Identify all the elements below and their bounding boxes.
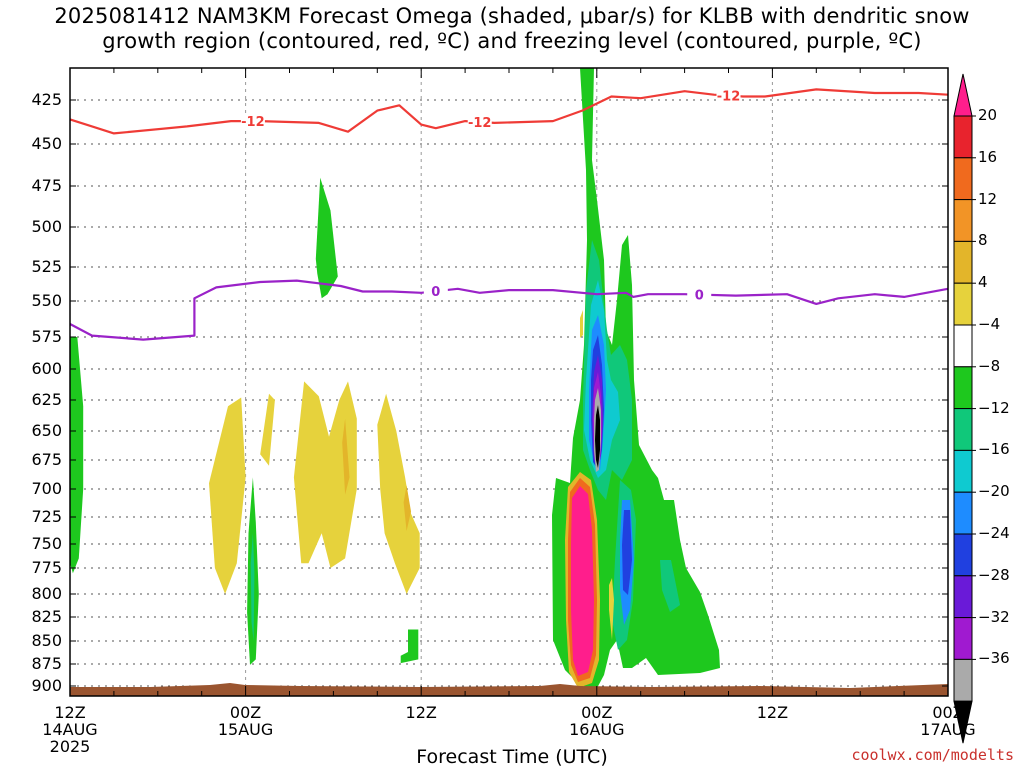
omega-region bbox=[250, 533, 255, 641]
y-tick-label: 750 bbox=[31, 534, 62, 553]
x-tick-label: 00Z 15AUG bbox=[217, 703, 274, 739]
contour-line bbox=[69, 279, 949, 341]
contour-label-bg bbox=[716, 88, 741, 103]
omega-region bbox=[403, 485, 411, 531]
omega-region bbox=[660, 560, 680, 612]
y-tick-label: 775 bbox=[31, 558, 62, 577]
y-tick-label: 425 bbox=[31, 90, 62, 109]
colorbar-segment bbox=[953, 575, 973, 619]
colorbar-tick-label: −32 bbox=[978, 607, 1010, 626]
x-tick-label: 00Z 16AUG bbox=[569, 703, 625, 739]
colorbar-segment bbox=[953, 658, 973, 702]
plot-frame bbox=[69, 67, 949, 697]
y-tick-label: 625 bbox=[31, 390, 62, 409]
colorbar-segment bbox=[953, 617, 973, 660]
y-tick-label: 825 bbox=[31, 607, 62, 626]
x-tick-label: 12Z bbox=[405, 703, 437, 722]
x-tick-label: 12Z bbox=[756, 703, 789, 722]
colorbar-segment bbox=[953, 533, 973, 577]
title-line-1: 2025081412 NAM3KM Forecast Omega (shaded… bbox=[54, 4, 970, 28]
colorbar-tick-label: 8 bbox=[978, 231, 988, 250]
chart-title: 2025081412 NAM3KM Forecast Omega (shaded… bbox=[0, 4, 1024, 54]
y-tick-label: 525 bbox=[31, 257, 62, 276]
colorbar-segment bbox=[953, 240, 973, 284]
colorbar-top-arrow bbox=[953, 73, 973, 117]
colorbar-segment bbox=[953, 491, 973, 535]
y-tick-label: 900 bbox=[31, 676, 62, 695]
colorbar-segment bbox=[953, 157, 973, 201]
omega-region bbox=[400, 629, 419, 664]
contour-label: -12 bbox=[717, 90, 741, 105]
contour-label-bg bbox=[423, 284, 448, 299]
colorbar-bottom-arrow bbox=[953, 700, 973, 744]
contour-line bbox=[69, 88, 949, 135]
omega-region bbox=[260, 393, 275, 466]
omega-region bbox=[70, 337, 84, 574]
colorbar-tick-label: −16 bbox=[978, 440, 1010, 459]
y-tick-label: 800 bbox=[31, 584, 62, 603]
colorbar-segment bbox=[953, 366, 973, 410]
contour-label-bg bbox=[467, 115, 492, 129]
colorbar-tick-label: 20 bbox=[978, 106, 998, 124]
contour-label-bg bbox=[687, 287, 712, 302]
contour-label: -12 bbox=[241, 115, 265, 130]
y-tick-label: 450 bbox=[31, 134, 62, 153]
colorbar-tick-label: 16 bbox=[978, 147, 998, 166]
colorbar-segment bbox=[953, 199, 973, 242]
contour-label: 0 bbox=[431, 285, 440, 300]
omega-region bbox=[580, 310, 583, 338]
colorbar-segment bbox=[953, 408, 973, 451]
y-tick-label: 675 bbox=[31, 450, 62, 469]
colorbar-tick-label: −8 bbox=[978, 356, 1001, 375]
omega-region bbox=[342, 418, 350, 495]
omega-region bbox=[377, 393, 420, 594]
contour-label-bg bbox=[240, 114, 265, 129]
contour-label: 0 bbox=[695, 289, 704, 304]
colorbar-tick-label: −28 bbox=[978, 565, 1010, 584]
credit-link[interactable]: coolwx.com/modelts bbox=[851, 746, 1014, 764]
omega-region bbox=[609, 578, 614, 640]
omega-region bbox=[595, 405, 600, 468]
y-tick-label: 725 bbox=[31, 507, 62, 526]
omega-region bbox=[293, 381, 357, 568]
colorbar-tick-label: −36 bbox=[978, 649, 1010, 668]
y-tick-label: 500 bbox=[31, 217, 62, 236]
colorbar-tick-label: 4 bbox=[978, 273, 988, 292]
omega-region bbox=[315, 177, 338, 299]
y-tick-label: 600 bbox=[31, 359, 62, 378]
colorbar-tick-label: 12 bbox=[978, 189, 998, 208]
x-tick-label: 00Z 17AUG bbox=[920, 703, 976, 739]
colorbar-tick-label: −24 bbox=[978, 524, 1010, 542]
omega-region bbox=[209, 397, 246, 594]
y-tick-label: 650 bbox=[31, 421, 62, 440]
y-tick-label: 700 bbox=[31, 479, 62, 498]
contour-label: -12 bbox=[468, 116, 492, 131]
colorbar-segment bbox=[953, 282, 973, 326]
colorbar-segment bbox=[953, 324, 973, 368]
y-tick-label: 850 bbox=[31, 631, 62, 650]
omega-region bbox=[622, 510, 632, 595]
colorbar-segment bbox=[953, 115, 973, 159]
colorbar-tick-label: −4 bbox=[978, 315, 1001, 333]
y-tick-label: 475 bbox=[31, 176, 62, 195]
colorbar-tick-label: −12 bbox=[978, 398, 1010, 417]
x-axis-label: Forecast Time (UTC) bbox=[416, 746, 608, 768]
colorbar-tick-label: −20 bbox=[978, 482, 1010, 501]
omega-region bbox=[571, 486, 594, 676]
y-tick-label: 575 bbox=[31, 327, 62, 346]
x-tick-label: 12Z 14AUG 2025 bbox=[42, 703, 98, 756]
title-line-2: growth region (contoured, red, ºC) and f… bbox=[102, 29, 922, 53]
y-tick-label: 550 bbox=[31, 291, 62, 310]
colorbar-segment bbox=[953, 449, 973, 493]
y-tick-label: 875 bbox=[31, 654, 62, 673]
